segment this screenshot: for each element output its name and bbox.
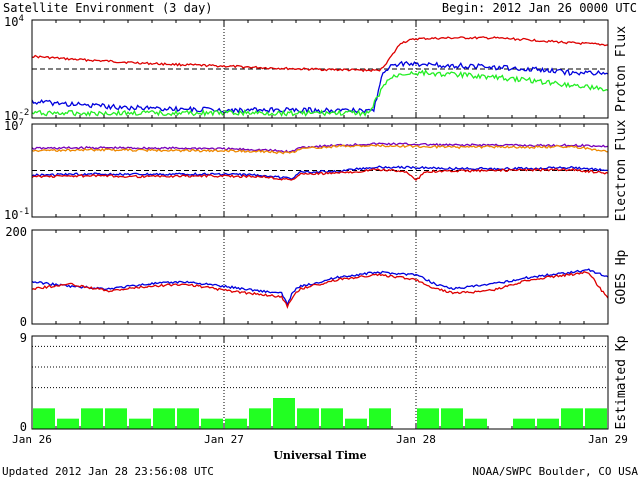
kp-bar: [441, 408, 463, 429]
panel-kp-plot-area: [32, 336, 608, 429]
kp-bar: [57, 418, 79, 429]
kp-bar: [249, 408, 271, 429]
series-purple-line: [31, 142, 609, 154]
credit-text: NOAA/SWPC Boulder, CO USA: [472, 465, 638, 478]
panel-hp-ylabel: GOES Hp: [614, 249, 629, 304]
y-tick-label: 10-1: [4, 207, 29, 222]
x-tick-label: Jan 27: [204, 433, 244, 446]
y-tick-label: 107: [4, 118, 24, 133]
kp-bar: [297, 408, 319, 429]
panel-kp-ylabel: Estimated Kp: [614, 335, 629, 429]
kp-bar: [321, 408, 343, 429]
series-red-line: [31, 167, 609, 181]
series-blue-line: [31, 268, 609, 307]
panel-electron: 107 10-1 Electron Flux: [4, 118, 629, 222]
y-tick-label: 0: [20, 315, 27, 329]
kp-bar: [177, 408, 199, 429]
kp-bar: [273, 398, 295, 429]
kp-bar: [225, 418, 247, 429]
panel-hp: 200 0 GOES Hp: [5, 225, 629, 329]
series-orange-line: [31, 143, 609, 155]
y-tick-label: 200: [5, 225, 27, 239]
series-red-line: [31, 271, 609, 309]
y-tick-label: 104: [4, 14, 24, 29]
kp-bar: [537, 418, 559, 429]
updated-timestamp: Updated 2012 Jan 28 23:56:08 UTC: [2, 465, 214, 478]
panel-electron-ylabel: Electron Flux: [614, 119, 629, 221]
begin-time: Begin: 2012 Jan 26 0000 UTC: [442, 1, 637, 15]
kp-bar: [33, 408, 55, 429]
panels-group: 104 10-2 Proton Flux 107 10-1 Electron Flux 20…: [4, 14, 629, 446]
kp-bar: [585, 408, 607, 429]
y-tick-label: 9: [20, 331, 27, 345]
panel-proton-ylabel: Proton Flux: [614, 26, 629, 112]
chart-title: Satellite Environment (3 day): [3, 1, 213, 15]
kp-bar: [345, 418, 367, 429]
panel-hp-plot-area: [32, 230, 608, 324]
series-red-line: [31, 36, 609, 73]
y-tick-label: 10-2: [4, 108, 29, 123]
kp-bar: [417, 408, 439, 429]
kp-bar: [105, 408, 127, 429]
kp-bar: [513, 418, 535, 429]
panel-kp: 9 0 Estimated Kp: [20, 331, 629, 434]
x-tick-label: Jan 28: [396, 433, 436, 446]
kp-bar: [129, 418, 151, 429]
kp-bar: [465, 418, 487, 429]
kp-bar: [201, 418, 223, 429]
kp-bar: [369, 408, 391, 429]
x-tick-label: Jan 29: [588, 433, 628, 446]
y-tick-label: 0: [20, 420, 27, 434]
series-green-line: [31, 69, 609, 118]
panel-proton: 104 10-2 Proton Flux: [4, 14, 629, 123]
kp-bar: [561, 408, 583, 429]
kp-bar: [153, 408, 175, 429]
x-tick-label: Jan 26: [12, 433, 52, 446]
x-axis-title: Universal Time: [273, 449, 366, 462]
kp-bar: [81, 408, 103, 429]
